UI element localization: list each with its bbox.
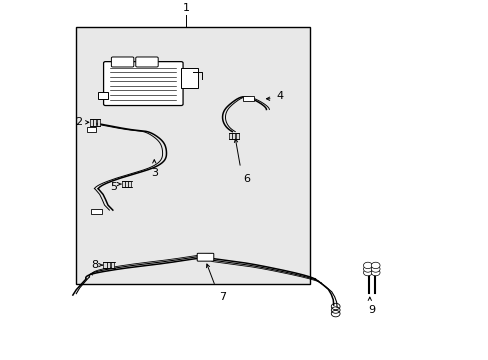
Bar bbox=[107, 262, 110, 268]
Text: 4: 4 bbox=[276, 91, 283, 101]
Bar bbox=[98, 91, 108, 99]
Bar bbox=[243, 95, 253, 100]
Bar bbox=[111, 262, 114, 268]
Bar bbox=[128, 181, 131, 186]
Bar bbox=[97, 119, 100, 126]
Bar bbox=[93, 119, 96, 126]
FancyBboxPatch shape bbox=[197, 253, 213, 261]
Bar bbox=[76, 27, 310, 284]
Text: 7: 7 bbox=[219, 292, 225, 302]
Text: 1: 1 bbox=[182, 3, 189, 13]
FancyBboxPatch shape bbox=[103, 62, 183, 105]
Bar bbox=[122, 181, 124, 186]
Text: 6: 6 bbox=[243, 174, 250, 184]
Circle shape bbox=[363, 269, 371, 276]
Circle shape bbox=[370, 269, 379, 276]
FancyBboxPatch shape bbox=[111, 57, 134, 67]
Bar bbox=[103, 262, 106, 268]
Text: 5: 5 bbox=[109, 181, 117, 192]
Bar bbox=[87, 127, 96, 132]
FancyBboxPatch shape bbox=[136, 57, 158, 67]
Bar bbox=[228, 133, 231, 139]
Bar bbox=[181, 68, 198, 88]
Text: 3: 3 bbox=[150, 168, 158, 177]
Circle shape bbox=[370, 266, 379, 272]
Text: 2: 2 bbox=[75, 117, 82, 127]
Text: 9: 9 bbox=[368, 305, 375, 315]
Circle shape bbox=[363, 266, 371, 272]
Bar bbox=[90, 119, 93, 126]
Bar bbox=[232, 133, 235, 139]
Bar bbox=[91, 209, 102, 214]
Circle shape bbox=[370, 262, 379, 269]
Bar bbox=[125, 181, 128, 186]
Text: 8: 8 bbox=[91, 260, 98, 270]
Circle shape bbox=[363, 262, 371, 269]
Bar bbox=[235, 133, 238, 139]
